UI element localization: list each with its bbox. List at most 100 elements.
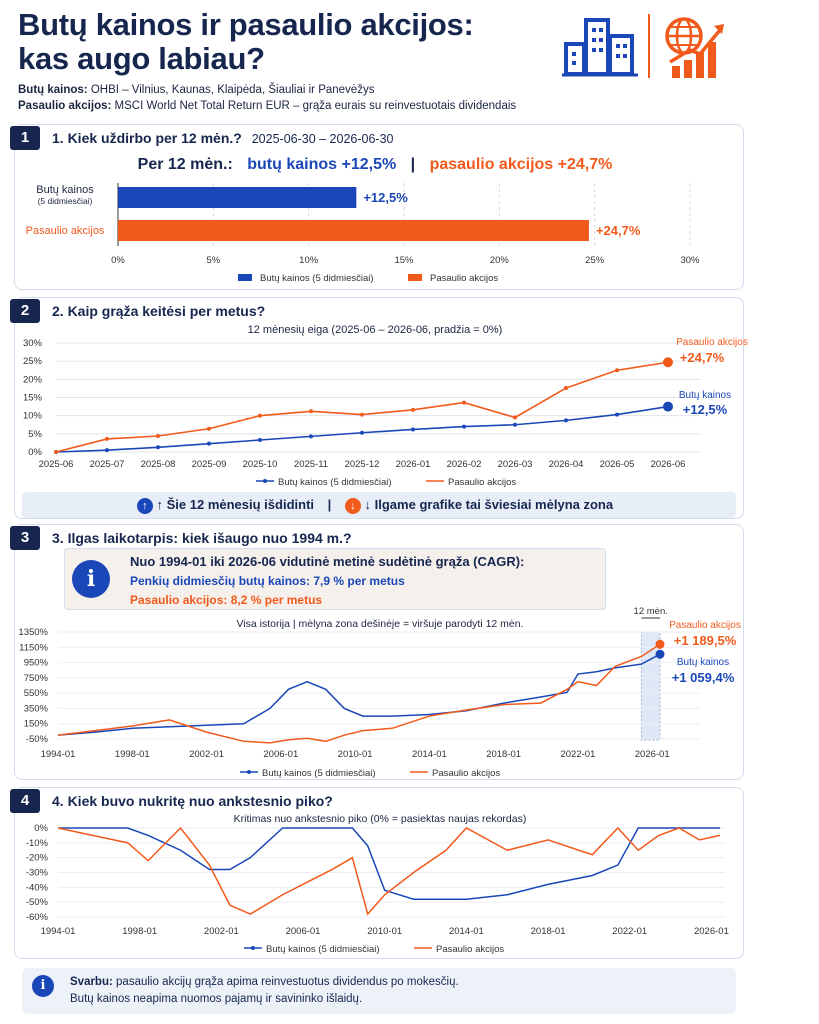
x-tick-label: 2025-08 xyxy=(141,459,176,470)
data-point xyxy=(663,401,673,412)
x-tick-label: 2026-01 xyxy=(635,749,670,760)
info-icon: i xyxy=(72,560,110,598)
legend-swatch-0 xyxy=(238,274,252,281)
section-3-title: 3. Ilgas laikotarpis: kiek išaugo nuo 19… xyxy=(52,530,352,546)
headline-prefix: Per 12 mėn.: xyxy=(137,156,233,173)
y-tick-label: -10% xyxy=(26,838,49,849)
y-tick-label: -20% xyxy=(26,853,49,864)
data-point xyxy=(411,427,415,432)
x-tick-label: 2022-01 xyxy=(560,749,595,760)
footer-bold: Svarbu: xyxy=(70,976,113,988)
cagr-housing-value: 7,9 % per metus xyxy=(313,574,405,588)
x-tick-label: 25% xyxy=(585,255,605,266)
x-tick-label: 15% xyxy=(394,255,414,266)
y-tick-label: 10% xyxy=(23,411,43,422)
page-title: Butų kainos ir pasaulio akcijos: kas aug… xyxy=(18,8,474,76)
data-point xyxy=(513,422,517,427)
bar-label-stocks: Pasaulio akcijos xyxy=(25,225,105,237)
title-line-1: Butų kainos ir pasaulio akcijos: xyxy=(18,7,474,42)
data-point xyxy=(360,430,364,435)
section-1-title: 1. Kiek uždirbo per 12 mėn.? 2025-06-30 … xyxy=(52,130,394,146)
x-tick-label: 20% xyxy=(490,255,510,266)
data-point xyxy=(207,441,211,446)
section-2-badge: 2 xyxy=(10,299,40,323)
up-arrow-icon: ↑ xyxy=(136,497,153,514)
data-point xyxy=(156,434,160,439)
footer-line-2: Butų kainos neapima nuomos pajamų ir sav… xyxy=(70,993,363,1005)
data-point xyxy=(258,438,262,443)
data-point xyxy=(207,426,211,431)
data-point xyxy=(411,407,415,412)
end-value-housing: +1 059,4% xyxy=(672,670,735,685)
section-1-headline: Per 12 mėn.: butų kainos +12,5% | pasaul… xyxy=(0,156,750,174)
y-tick-label: 550% xyxy=(24,688,49,699)
cagr-title: Nuo 1994-01 iki 2026-06 vidutinė metinė … xyxy=(130,554,525,569)
x-tick-label: 2002-01 xyxy=(189,749,224,760)
bar-label-housing-sub: (5 didmiesčiai) xyxy=(37,196,93,206)
legend-label-0: Butų kainos (5 didmiesčiai) xyxy=(266,944,380,955)
y-tick-label: -60% xyxy=(26,912,49,923)
section-2-panel xyxy=(14,297,744,519)
header-divider xyxy=(648,14,650,78)
data-point xyxy=(105,448,109,453)
section-3-chart-title: Visa istorija | mėlyna zona dešinėje = v… xyxy=(236,618,524,630)
section-4-badge: 4 xyxy=(10,789,40,813)
x-tick-label: 2002-01 xyxy=(204,926,239,937)
y-tick-label: 1150% xyxy=(19,642,48,653)
section-2-note: ↑ ↑ Šie 12 mėnesių išdidinti | ↓ ↓ Ilgam… xyxy=(0,497,750,514)
housing-source-line: Butų kainos: OHBI – Vilnius, Kaunas, Kla… xyxy=(18,84,374,96)
end-label-stocks: Pasaulio akcijos xyxy=(669,620,741,631)
title-line-2: kas augo labiau? xyxy=(18,41,265,76)
data-point xyxy=(615,368,619,373)
y-tick-label: -40% xyxy=(26,882,49,893)
y-tick-label: 950% xyxy=(24,658,49,669)
end-value-housing: +12,5% xyxy=(683,402,728,417)
data-point xyxy=(564,418,568,423)
data-point xyxy=(258,413,262,418)
data-point xyxy=(309,434,313,439)
x-tick-label: 2026-03 xyxy=(498,459,533,470)
y-tick-label: 20% xyxy=(23,374,43,385)
x-tick-label: 2025-07 xyxy=(90,459,125,470)
y-tick-label: 1350% xyxy=(18,627,48,638)
y-tick-label: 350% xyxy=(24,703,49,714)
data-point xyxy=(54,450,58,454)
stocks-source-label: Pasaulio akcijos: xyxy=(18,100,112,112)
x-tick-label: 2022-01 xyxy=(612,926,647,937)
end-label-housing: Butų kainos xyxy=(677,657,729,668)
data-point xyxy=(462,424,466,429)
x-tick-label: 1998-01 xyxy=(122,926,157,937)
end-label-stocks: Pasaulio akcijos xyxy=(676,337,748,348)
stocks-source-line: Pasaulio akcijos: MSCI World Net Total R… xyxy=(18,100,516,112)
y-tick-label: -30% xyxy=(26,868,49,879)
y-tick-label: 150% xyxy=(24,719,49,730)
series-end-point-0 xyxy=(655,649,665,659)
data-point xyxy=(663,357,673,368)
legend-label-0: Butų kainos (5 didmiesčiai) xyxy=(278,477,392,488)
x-tick-label: 2006-01 xyxy=(263,749,298,760)
stocks-source-desc: MSCI World Net Total Return EUR – grąža … xyxy=(114,100,517,112)
housing-source-label: Butų kainos: xyxy=(18,84,88,96)
footer-line-1: Svarbu: pasaulio akcijų grąža apima rein… xyxy=(70,976,459,988)
x-tick-label: 0% xyxy=(111,255,125,266)
section-1-badge: 1 xyxy=(10,126,40,150)
x-tick-label: 10% xyxy=(299,255,319,266)
x-tick-label: 2026-06 xyxy=(651,459,686,470)
x-tick-label: 2025-10 xyxy=(243,459,278,470)
legend-label-0: Butų kainos (5 didmiesčiai) xyxy=(262,768,376,779)
cagr-housing-label: Penkių didmiesčių butų kainos: xyxy=(130,574,311,588)
section-4-chart-title: Kritimas nuo ankstesnio piko (0% = pasie… xyxy=(233,813,527,825)
bar-label-housing-wrap: Butų kainos (5 didmiesčiai) xyxy=(20,184,110,206)
y-tick-label: 15% xyxy=(23,393,43,404)
y-tick-label: 5% xyxy=(28,429,42,440)
end-value-stocks: +24,7% xyxy=(680,350,725,365)
data-point xyxy=(462,400,466,405)
cagr-stocks-label: Pasaulio akcijos: xyxy=(130,593,228,607)
y-tick-label: 0% xyxy=(28,447,42,458)
cagr-stocks-line: Pasaulio akcijos: 8,2 % per metus xyxy=(130,593,322,607)
x-tick-label: 2018-01 xyxy=(531,926,566,937)
x-tick-label: 2026-02 xyxy=(447,459,482,470)
housing-source-desc: OHBI – Vilnius, Kaunas, Klaipėda, Šiauli… xyxy=(90,84,375,96)
bar-0 xyxy=(118,187,357,208)
x-tick-label: 1994-01 xyxy=(41,926,76,937)
